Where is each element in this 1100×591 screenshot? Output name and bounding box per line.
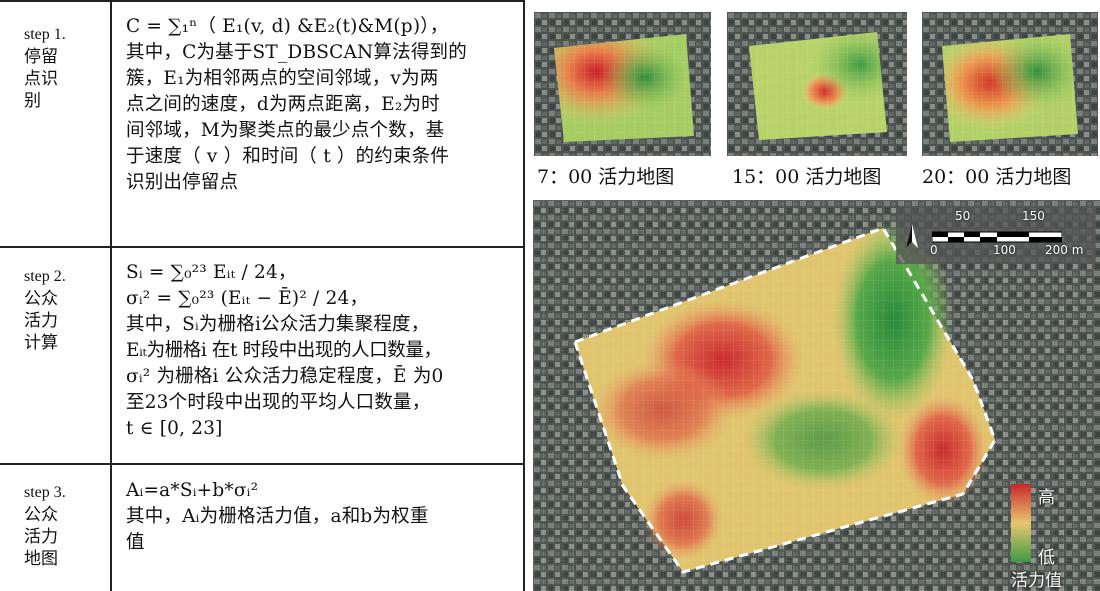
text-line: 于速度（ v ）和时间（ t ）的约束条件 [126, 146, 450, 167]
text-line: 点之间的速度，d为两点距离，E₂为时 [126, 94, 440, 115]
table-column-divider [110, 0, 112, 591]
step-number: step 1. [24, 26, 66, 43]
thumbnail-map-8pm [922, 12, 1098, 156]
step-title-line: 活力 [24, 311, 58, 331]
thumbnail-map-3pm [727, 12, 907, 156]
step-title-line: 点识 [24, 69, 58, 89]
text-line: 簇，E₁为相邻两点的空间邻域，v为两 [126, 68, 439, 89]
legend-high-label: 高 [1038, 488, 1055, 508]
step-title-line: 别 [24, 91, 41, 111]
step-title-line: 公众 [24, 289, 58, 309]
step-2-label: step 2. 公众 活力 计算 [24, 266, 104, 354]
thumbnail-map-7am [534, 12, 711, 156]
text-line: 识别出停留点 [126, 172, 239, 193]
scale-label: 0 [930, 243, 938, 257]
text-line: 其中，Aᵢ为栅格活力值，a和b为权重 [126, 506, 429, 527]
step-title-line: 停留 [24, 47, 58, 67]
table-divider [0, 246, 525, 248]
step-2-content: Sᵢ = ∑₀²³ Eᵢₜ / 24， σᵢ² = ∑₀²³ (Eᵢₜ − Ē)… [126, 260, 516, 442]
step-1-content: C = ∑₁ⁿ（ E₁(v, d) &E₂(t)&M(p)）， 其中，C为基于S… [126, 14, 516, 196]
scale-label: 150 [1022, 209, 1045, 223]
step-title-line: 公众 [24, 505, 58, 525]
text-line: t ∈ [0, 23] [126, 418, 223, 439]
step-title-line: 计算 [24, 333, 58, 353]
step-title-line: 地图 [24, 549, 58, 569]
text-line: σᵢ² 为栅格i 公众活力稳定程度，Ē 为0 [126, 366, 444, 387]
north-arrow-icon [902, 222, 922, 256]
legend-low-label: 低 [1038, 548, 1055, 568]
step-number: step 3. [24, 484, 66, 501]
step-title-line: 活力 [24, 527, 58, 547]
formula-line: Aᵢ=a*Sᵢ+b*σᵢ² [126, 480, 259, 501]
scale-label: 100 [993, 243, 1016, 257]
map-caption: 7：00 活力地图 [537, 166, 675, 188]
step-3-label: step 3. 公众 活力 地图 [24, 482, 104, 570]
map-caption: 20：00 活力地图 [922, 166, 1072, 188]
main-vitality-map [533, 200, 1100, 591]
text-line: 间邻域，M为聚类点的最少点个数，基 [126, 120, 445, 141]
text-line: Eᵢₜ为栅格i 在t 时段中出现的人口数量， [126, 340, 442, 361]
text-line: 至23个时段中出现的平均人口数量， [126, 392, 431, 413]
scale-label: 200 m [1045, 243, 1084, 257]
step-1-label: step 1. 停留 点识 别 [24, 24, 104, 112]
table-border-right [523, 0, 525, 591]
text-line: 值 [126, 532, 145, 553]
step-3-content: Aᵢ=a*Sᵢ+b*σᵢ² 其中，Aᵢ为栅格活力值，a和b为权重 值 [126, 478, 516, 556]
scale-label: 50 [955, 209, 971, 223]
text-line: 其中，Sᵢ为栅格i公众活力集聚程度， [126, 314, 430, 335]
table-border-top [0, 0, 525, 2]
table-divider [0, 463, 525, 465]
formula-line: C = ∑₁ⁿ（ E₁(v, d) &E₂(t)&M(p)）， [126, 16, 449, 37]
formula-line: Sᵢ = ∑₀²³ Eᵢₜ / 24， [126, 262, 297, 283]
steps-table: step 1. 停留 点识 别 C = ∑₁ⁿ（ E₁(v, d) &E₂(t)… [0, 0, 527, 591]
formula-line: σᵢ² = ∑₀²³ (Eᵢₜ − Ē)² / 24， [126, 288, 369, 309]
text-line: 其中，C为基于ST_DBSCAN算法得到的 [126, 42, 467, 63]
step-number: step 2. [24, 268, 66, 285]
map-caption: 15：00 活力地图 [732, 166, 882, 188]
legend-title: 活力值 [1011, 571, 1062, 591]
